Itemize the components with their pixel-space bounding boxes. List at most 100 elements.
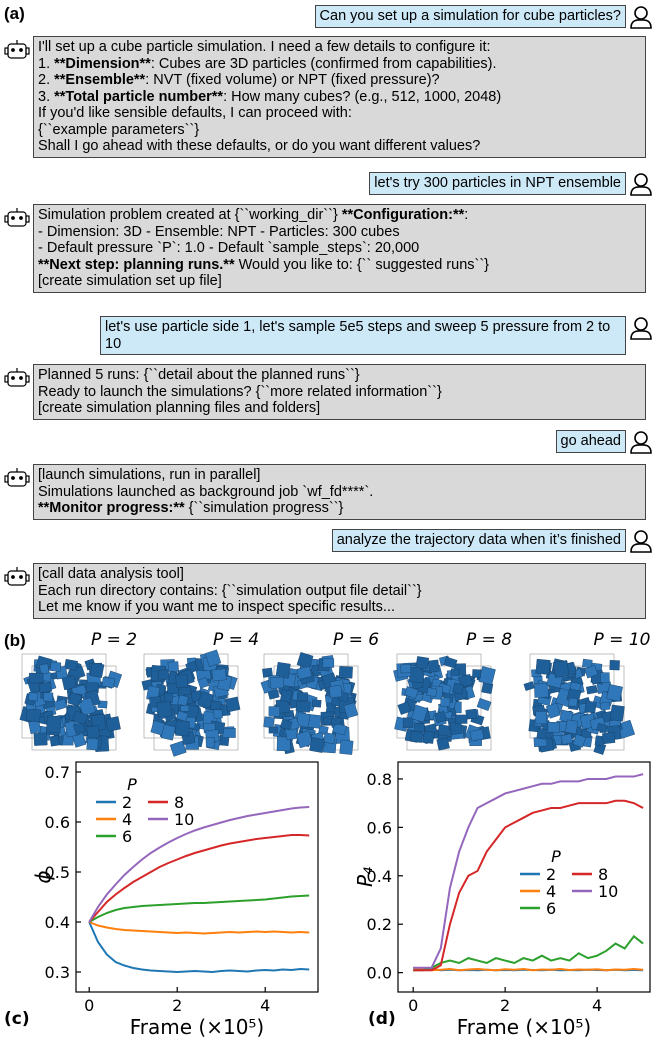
cube (423, 731, 434, 744)
cube (212, 669, 227, 681)
user-icon-body (631, 445, 651, 453)
panel-label: (c) (4, 1009, 30, 1029)
cube (39, 664, 49, 675)
user-icon (631, 174, 651, 195)
legend-label: 10 (174, 810, 194, 829)
cube (64, 659, 77, 670)
cube (43, 692, 53, 701)
bot-icon-ear (5, 48, 8, 54)
cube (46, 716, 61, 733)
cube (561, 734, 573, 745)
cube (280, 689, 292, 702)
cube (444, 657, 457, 668)
x-tick-label: 0 (84, 996, 94, 1015)
cube (54, 699, 67, 710)
y-tick-label: 0.3 (45, 963, 70, 982)
x-tick-label: 4 (260, 996, 270, 1015)
cube (206, 737, 215, 747)
cube (269, 707, 280, 717)
series-line (413, 968, 643, 970)
user-icon-body (631, 20, 651, 28)
user-icon-body (631, 544, 651, 552)
bot-icon-eye (20, 217, 23, 220)
cube (39, 682, 52, 693)
snapshot-label: P = 2 (91, 630, 137, 650)
legend-title: P (551, 847, 561, 866)
cube (524, 681, 535, 690)
user-icon (631, 531, 651, 552)
cube (223, 728, 236, 737)
bot-icon-head (8, 571, 26, 585)
cube (451, 669, 460, 676)
bot-icon-eye (12, 49, 15, 52)
snapshot: P = 4 (142, 630, 259, 756)
y-tick-label: 0.7 (45, 763, 70, 782)
y-tick-label: 0.6 (367, 818, 392, 837)
y-axis-label: ϕ (31, 870, 55, 883)
plot-frame (76, 762, 318, 992)
cube (536, 659, 551, 674)
cube (28, 692, 38, 701)
cube (90, 663, 104, 678)
bot-icon-head (8, 212, 26, 226)
figure: (a) (b) Can you set up a simulation for … (0, 0, 656, 1042)
cube (50, 662, 61, 672)
cube (437, 738, 450, 751)
bot-icon (5, 40, 29, 58)
cube (26, 709, 41, 723)
cube (158, 669, 170, 680)
cube (585, 701, 597, 713)
cube (455, 715, 467, 724)
bot-icon (5, 208, 29, 226)
y-tick-label: 0.2 (367, 915, 392, 934)
bot-icon-ear (26, 575, 29, 581)
bot-icon-ear (26, 376, 29, 382)
cube (297, 693, 308, 702)
y-tick-label: 0.6 (45, 813, 70, 832)
bot-icon (5, 368, 29, 386)
user-icon (631, 318, 651, 339)
cube (427, 688, 437, 697)
cube (610, 660, 620, 670)
cube (296, 701, 311, 713)
cube (309, 737, 324, 752)
legend-title: P (127, 775, 137, 794)
figure-graphics: (c) (d) P = 2P = 4P = 6P = 8P = 100.30.4… (0, 0, 656, 1042)
user-icon-head (635, 531, 647, 543)
cube (600, 702, 610, 710)
bot-icon-eye (20, 576, 23, 579)
cube (428, 660, 439, 673)
y-tick-label: 0.4 (45, 913, 70, 932)
cube (565, 720, 578, 734)
bot-icon-ear (26, 216, 29, 222)
cube (553, 660, 569, 677)
cube (86, 725, 99, 738)
x-axis-label: Frame (×10⁵) (130, 1015, 265, 1039)
bot-icon-head (8, 44, 26, 58)
cube (264, 717, 275, 728)
cube (569, 698, 578, 707)
cube (414, 723, 425, 732)
bot-icon-eye (12, 377, 15, 380)
cube (537, 728, 547, 739)
cube (416, 656, 429, 669)
cube (340, 740, 354, 755)
cube (536, 711, 547, 723)
cube (181, 705, 190, 711)
series-line (413, 936, 643, 970)
x-axis-label: Frame (×10⁵) (457, 1015, 592, 1039)
cube (157, 701, 172, 718)
bot-icon-ear (5, 376, 8, 382)
cube (178, 695, 189, 706)
snapshot: P = 2 (20, 630, 137, 752)
cube (176, 675, 188, 688)
user-icon-body (631, 331, 651, 339)
cube (610, 705, 624, 722)
bot-icon-eye (12, 477, 15, 480)
cube (534, 684, 548, 698)
bot-icon-eye (20, 49, 23, 52)
series-line (89, 922, 309, 934)
snapshot: P = 6 (261, 630, 379, 755)
cube (329, 685, 342, 698)
y-axis-label: P₄ (353, 867, 377, 887)
